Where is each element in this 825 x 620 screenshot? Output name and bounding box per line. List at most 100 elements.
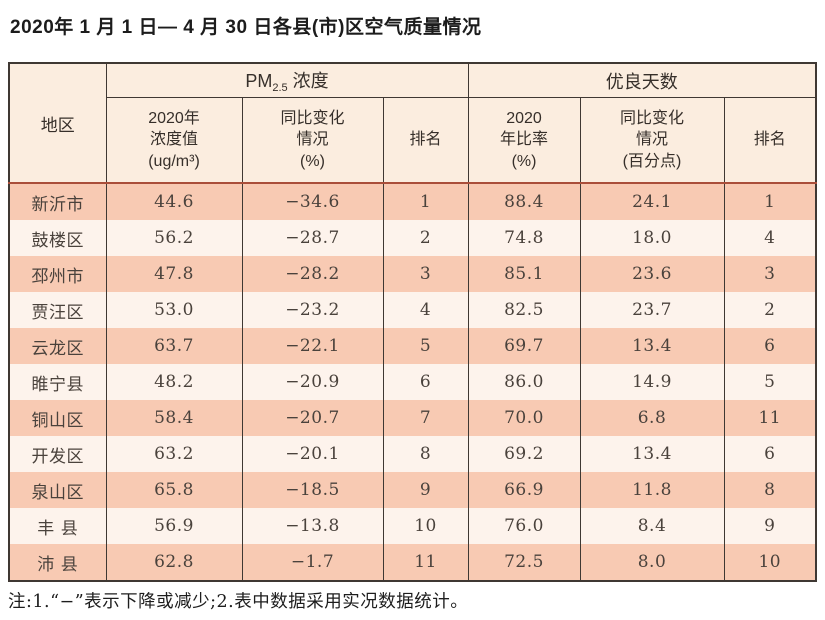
good-ratio-cell: 70.0 <box>467 400 581 436</box>
pm-value-cell: 62.8 <box>105 544 243 581</box>
page-title: 2020年 1 月 1 日— 4 月 30 日各县(市)区空气质量情况 <box>10 17 482 38</box>
table-row: 贾汪区 53.0 −23.2 4 82.5 23.7 2 <box>8 292 817 328</box>
good-rank-cell: 6 <box>723 328 817 364</box>
region-cell: 沛 县 <box>8 544 107 581</box>
region-cell: 睢宁县 <box>8 364 107 400</box>
good-rank-cell: 2 <box>723 292 817 328</box>
good-ratio-cell: 82.5 <box>467 292 581 328</box>
region-cell: 铜山区 <box>8 400 107 436</box>
good-ratio-cell: 72.5 <box>467 544 581 581</box>
pm-rank-cell: 3 <box>382 256 469 292</box>
column-header-good-change: 同比变化 情况 (百分点) <box>579 97 725 184</box>
good-rank-cell: 10 <box>723 544 817 581</box>
pm-value-cell: 47.8 <box>105 256 243 292</box>
table-row: 泉山区 65.8 −18.5 9 66.9 11.8 8 <box>8 472 817 508</box>
pm-value-cell: 65.8 <box>105 472 243 508</box>
good-ratio-cell: 66.9 <box>467 472 581 508</box>
pm-value-cell: 58.4 <box>105 400 243 436</box>
column-header-good-rank: 排名 <box>723 97 817 184</box>
pm-rank-cell: 7 <box>382 400 469 436</box>
pm-rank-cell: 9 <box>382 472 469 508</box>
good-ratio-cell: 74.8 <box>467 220 581 256</box>
table-header: 地区 PM2.5 浓度 优良天数 2020年 浓度值 (ug/m³) 同比变化 情况 (%… <box>8 63 817 184</box>
region-cell: 贾汪区 <box>8 292 107 328</box>
good-rank-cell: 11 <box>723 400 817 436</box>
table-row: 邳州市 47.8 −28.2 3 85.1 23.6 3 <box>8 256 817 292</box>
good-change-cell: 23.6 <box>579 256 725 292</box>
pm-rank-cell: 4 <box>382 292 469 328</box>
column-header-pm-value: 2020年 浓度值 (ug/m³) <box>105 97 243 184</box>
good-change-cell: 13.4 <box>579 436 725 472</box>
column-header-region: 地区 <box>8 63 107 184</box>
pm-change-cell: −20.9 <box>241 364 384 400</box>
pm-rank-cell: 11 <box>382 544 469 581</box>
pm-change-cell: −23.2 <box>241 292 384 328</box>
pm-change-cell: −20.1 <box>241 436 384 472</box>
region-cell: 开发区 <box>8 436 107 472</box>
footnote: 注:1.“−”表示下降或减少;2.表中数据采用实况数据统计。 <box>8 592 469 612</box>
good-rank-cell: 4 <box>723 220 817 256</box>
good-change-cell: 6.8 <box>579 400 725 436</box>
good-rank-cell: 1 <box>723 183 817 220</box>
column-header-pm-change: 同比变化 情况 (%) <box>241 97 384 184</box>
column-header-good-ratio: 2020 年比率 (%) <box>467 97 581 184</box>
pm25-label-subscript: 2.5 <box>272 82 288 94</box>
region-cell: 泉山区 <box>8 472 107 508</box>
pm-rank-cell: 1 <box>382 183 469 220</box>
pm25-label-suffix: 浓度 <box>292 71 329 91</box>
good-rank-cell: 8 <box>723 472 817 508</box>
good-rank-cell: 6 <box>723 436 817 472</box>
table-row: 开发区 63.2 −20.1 8 69.2 13.4 6 <box>8 436 817 472</box>
good-rank-cell: 3 <box>723 256 817 292</box>
column-group-pm25: PM2.5 浓度 <box>105 63 469 98</box>
good-change-cell: 13.4 <box>579 328 725 364</box>
good-rank-cell: 5 <box>723 364 817 400</box>
pm-value-cell: 44.6 <box>105 183 243 220</box>
table-row: 云龙区 63.7 −22.1 5 69.7 13.4 6 <box>8 328 817 364</box>
good-change-cell: 14.9 <box>579 364 725 400</box>
good-change-cell: 18.0 <box>579 220 725 256</box>
good-ratio-cell: 86.0 <box>467 364 581 400</box>
good-ratio-cell: 85.1 <box>467 256 581 292</box>
region-cell: 邳州市 <box>8 256 107 292</box>
good-ratio-cell: 88.4 <box>467 183 581 220</box>
good-ratio-cell: 69.7 <box>467 328 581 364</box>
pm-value-cell: 48.2 <box>105 364 243 400</box>
table-row: 睢宁县 48.2 −20.9 6 86.0 14.9 5 <box>8 364 817 400</box>
pm-change-cell: −34.6 <box>241 183 384 220</box>
pm-change-cell: −28.2 <box>241 256 384 292</box>
pm-rank-cell: 10 <box>382 508 469 544</box>
good-ratio-cell: 69.2 <box>467 436 581 472</box>
pm-rank-cell: 5 <box>382 328 469 364</box>
pm-change-cell: −18.5 <box>241 472 384 508</box>
pm25-label-prefix: PM <box>245 71 273 91</box>
region-cell: 云龙区 <box>8 328 107 364</box>
region-cell: 丰 县 <box>8 508 107 544</box>
good-change-cell: 8.0 <box>579 544 725 581</box>
pm-value-cell: 63.2 <box>105 436 243 472</box>
pm-value-cell: 63.7 <box>105 328 243 364</box>
region-cell: 鼓楼区 <box>8 220 107 256</box>
table-row: 新沂市 44.6 −34.6 1 88.4 24.1 1 <box>8 183 817 220</box>
pm-value-cell: 53.0 <box>105 292 243 328</box>
region-cell: 新沂市 <box>8 183 107 220</box>
pm-value-cell: 56.9 <box>105 508 243 544</box>
pm-change-cell: −13.8 <box>241 508 384 544</box>
pm-rank-cell: 6 <box>382 364 469 400</box>
table-row: 丰 县 56.9 −13.8 10 76.0 8.4 9 <box>8 508 817 544</box>
good-change-cell: 24.1 <box>579 183 725 220</box>
column-header-pm-rank: 排名 <box>382 97 469 184</box>
table-row: 铜山区 58.4 −20.7 7 70.0 6.8 11 <box>8 400 817 436</box>
good-ratio-cell: 76.0 <box>467 508 581 544</box>
table-body: 新沂市 44.6 −34.6 1 88.4 24.1 1 鼓楼区 56.2 −28.7 2 74.8 1… <box>8 183 817 581</box>
good-change-cell: 11.8 <box>579 472 725 508</box>
pm-rank-cell: 2 <box>382 220 469 256</box>
pm-change-cell: −22.1 <box>241 328 384 364</box>
column-group-good-days: 优良天数 <box>467 63 817 98</box>
pm-change-cell: −28.7 <box>241 220 384 256</box>
table-row: 鼓楼区 56.2 −28.7 2 74.8 18.0 4 <box>8 220 817 256</box>
pm-change-cell: −20.7 <box>241 400 384 436</box>
good-rank-cell: 9 <box>723 508 817 544</box>
good-change-cell: 23.7 <box>579 292 725 328</box>
pm-value-cell: 56.2 <box>105 220 243 256</box>
